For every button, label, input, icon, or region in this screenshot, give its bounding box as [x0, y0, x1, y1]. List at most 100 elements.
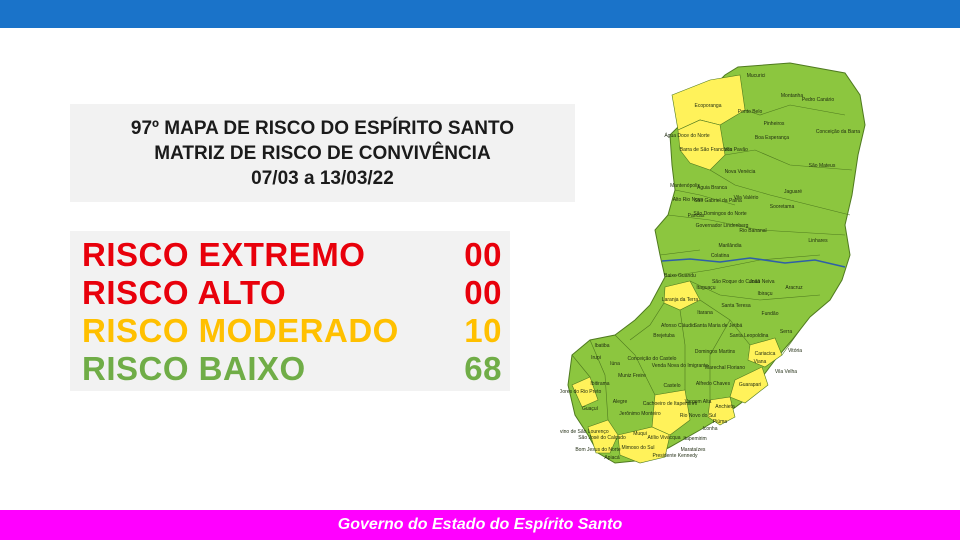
moderate-caparao [587, 419, 619, 454]
label-linhares: Linhares [808, 238, 828, 244]
label-sao-roque: São Roque do Canaã [712, 279, 760, 285]
label-serra: Serra [780, 329, 792, 335]
label-dores-rio-preto: Dores do Rio Preto [560, 389, 601, 395]
moderate-barra-sao-francisco [677, 119, 726, 171]
label-venda-nova: Venda Nova do Imigrante [652, 363, 709, 369]
label-mimoso-do-sul: Mimoso do Sul [621, 445, 654, 451]
label-brejetuba: Brejetuba [653, 333, 675, 339]
label-nova-venecia: Nova Venécia [725, 169, 756, 175]
label-sao-jose-calcado: São José do Calçado [578, 435, 626, 441]
moderate-cachoeiro [651, 389, 691, 436]
footer-bar: Governo do Estado do Espírito Santo [0, 510, 960, 540]
label-gov-lindenberg: Governador Lindenberg [696, 223, 749, 229]
label-viana: Viana [754, 359, 767, 365]
risk-row-alto: RISCO ALTO 00 [82, 275, 502, 311]
label-vitoria: Vitória [788, 348, 802, 354]
espirito-santo-risk-map: Mucurici Montanha Pedro Canário Ecoporan… [560, 62, 866, 464]
label-marataizes: Marataízes [681, 447, 706, 453]
label-guacui: Guaçuí [582, 406, 599, 412]
municipal-borders [571, 104, 853, 421]
label-santa-maria-jetiba: Santa Maria de Jetibá [694, 323, 743, 329]
label-alto-rio-novo: Alto Rio Novo [673, 197, 704, 203]
footer-text: Governo do Estado do Espírito Santo [337, 516, 623, 533]
label-vila-valerio: Vila Valério [734, 195, 759, 201]
label-sao-mateus: São Mateus [809, 163, 836, 169]
label-rio-bananal: Rio Bananal [739, 228, 766, 234]
label-muniz-freire: Muniz Freire [618, 373, 646, 379]
risk-label-moderado: RISCO MODERADO [82, 312, 399, 349]
label-bom-jesus-do-norte: Bom Jesus do Norte [575, 447, 621, 453]
label-pancas: Pancas [688, 213, 705, 219]
title-line-2: MATRIZ DE RISCO DE CONVIVÊNCIA [154, 142, 491, 164]
label-agua-doce: Água Doce do Norte [664, 132, 710, 139]
label-atilio-vivacqua: Atílio Vivácqua [648, 435, 681, 441]
label-alegre: Alegre [613, 399, 628, 405]
label-santa-leopoldina: Santa Leopoldina [730, 333, 769, 339]
label-iuna: Iúna [610, 361, 620, 367]
title-box: 97º MAPA DE RISCO DO ESPÍRITO SANTO MATR… [70, 104, 575, 202]
rio-doce-river [661, 257, 846, 268]
label-domingos-martins: Domingos Martins [695, 349, 736, 355]
label-itaguacu: Itaguaçu [696, 285, 715, 291]
risk-summary-box: RISCO EXTREMO 00 RISCO ALTO 00 RISCO MOD… [70, 231, 510, 391]
label-vila-velha: Vila Velha [775, 369, 797, 375]
label-sao-domingos: São Domingos do Norte [693, 211, 747, 217]
label-boa-esperanca: Boa Esperança [755, 135, 789, 141]
label-aguia-branca: Águia Branca [697, 184, 727, 191]
moderate-mimoso-do-sul [617, 426, 671, 464]
state-outline [567, 62, 866, 464]
label-santa-teresa: Santa Teresa [721, 303, 751, 309]
title-line-3: 07/03 a 13/03/22 [251, 167, 394, 189]
label-sooretama: Sooretama [770, 204, 795, 210]
label-rio-novo-sul: Rio Novo do Sul [680, 413, 716, 419]
label-iconha: Iconha [702, 426, 717, 432]
moderate-laranja-da-terra [663, 280, 701, 311]
label-afonso-claudio: Afonso Cláudio [661, 323, 695, 329]
risk-row-extremo: RISCO EXTREMO 00 [82, 237, 502, 273]
label-piuma: Piúma [713, 419, 727, 425]
label-itarana: Itarana [697, 310, 713, 316]
risk-label-alto: RISCO ALTO [82, 274, 287, 311]
risk-label-baixo: RISCO BAIXO [82, 350, 306, 387]
label-guarapari: Guarapari [739, 382, 761, 388]
moderate-anchieta [707, 396, 736, 426]
label-muqui: Muqui [633, 431, 647, 437]
label-vila-pavao: Vila Pavão [724, 147, 748, 153]
risk-label-extremo: RISCO EXTREMO [82, 236, 366, 273]
moderate-guarapari [729, 366, 769, 404]
label-montanha: Montanha [781, 93, 803, 99]
label-aracruz: Aracruz [785, 285, 803, 291]
label-ibitirama: Ibitirama [590, 381, 609, 387]
label-mantenopolis: Mantenópolis [670, 183, 700, 189]
label-jaguare: Jaguaré [784, 189, 802, 195]
top-bar [0, 0, 960, 28]
label-vargem-alta: Vargem Alta [685, 399, 712, 405]
label-anchieta: Anchieta [715, 404, 735, 410]
label-ibiracu: Ibiraçu [757, 291, 772, 297]
risk-count-extremo: 00 [464, 236, 502, 273]
label-cachoeiro: Cachoeiro de Itapemirim [643, 401, 697, 407]
label-conceicao-da-barra: Conceição da Barra [816, 129, 860, 135]
label-barra-sao-francisco: Barra de São Francisco [680, 147, 733, 153]
label-castelo: Castelo [664, 383, 681, 389]
moderate-dores-do-rio-preto [571, 376, 599, 408]
moderate-cariacica [747, 337, 783, 368]
risk-row-baixo: RISCO BAIXO 68 [82, 351, 502, 387]
risk-count-baixo: 68 [464, 350, 502, 387]
label-cariacica: Cariacica [755, 351, 776, 357]
risk-row-moderado: RISCO MODERADO 10 [82, 313, 502, 349]
label-marilandia: Marilândia [718, 243, 741, 249]
label-jeronimo-monteiro: Jerônimo Monteiro [619, 411, 661, 417]
label-laranja-da-terra: Laranja da Terra [662, 297, 699, 303]
label-fundao: Fundão [762, 311, 779, 317]
label-divino-sao-lourenco: Divino de São Lourenço [560, 429, 609, 435]
label-colatina: Colatina [711, 253, 730, 259]
label-itapemirim: Itapemirim [683, 436, 706, 442]
risk-count-alto: 00 [464, 274, 502, 311]
label-apiaca: Apiacá [604, 455, 620, 461]
label-pedro-canario: Pedro Canário [802, 97, 834, 103]
label-marechal-floriano: Marechal Floriano [705, 365, 745, 371]
label-alfredo-chaves: Alfredo Chaves [696, 381, 731, 387]
label-irupi: Irupi [591, 355, 601, 361]
label-presidente-kennedy: Presidente Kennedy [652, 453, 698, 459]
